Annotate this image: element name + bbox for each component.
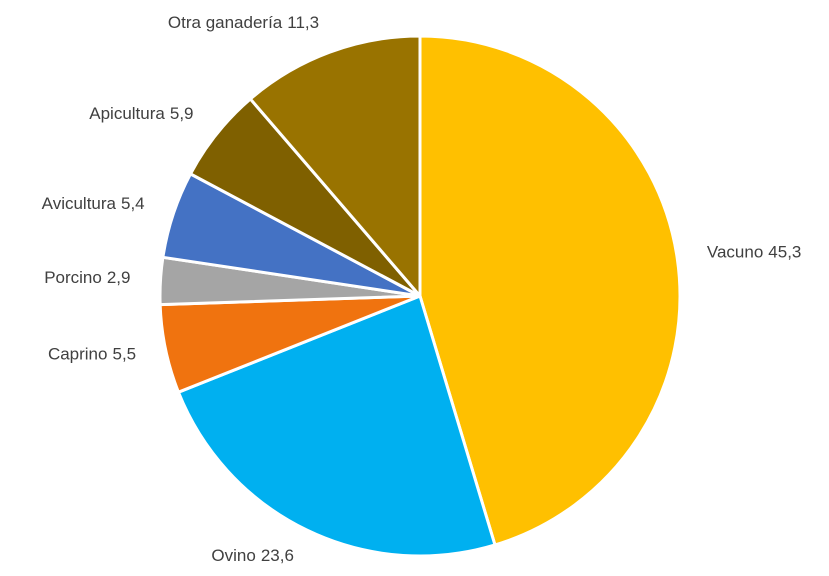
value-label: 5,5 <box>112 345 136 364</box>
slice-label: Otra ganadería 11,3 <box>168 14 319 33</box>
value-label: 45,3 <box>768 243 801 262</box>
value-label: 5,9 <box>170 104 194 123</box>
slice-label: Porcino 2,9 <box>44 269 130 288</box>
category-label: Apicultura <box>89 104 165 123</box>
slice-label: Avicultura 5,4 <box>42 194 145 213</box>
value-label: 5,4 <box>121 194 145 213</box>
slice-label: Apicultura 5,9 <box>89 104 193 123</box>
slice-label: Ovino 23,6 <box>211 547 294 566</box>
slice-label: Vacuno 45,3 <box>707 243 802 262</box>
pie-slice <box>248 34 422 298</box>
category-label: Vacuno <box>707 243 763 262</box>
category-label: Ovino <box>211 547 255 566</box>
category-label: Otra ganadería <box>168 14 283 33</box>
category-label: Caprino <box>48 345 108 364</box>
pie-slice <box>418 34 682 547</box>
value-label: 23,6 <box>261 547 294 566</box>
category-label: Avicultura <box>42 194 117 213</box>
value-label: 2,9 <box>107 269 131 288</box>
value-label: 11,3 <box>287 14 319 33</box>
category-label: Porcino <box>44 269 102 288</box>
slice-label: Caprino 5,5 <box>48 345 136 364</box>
